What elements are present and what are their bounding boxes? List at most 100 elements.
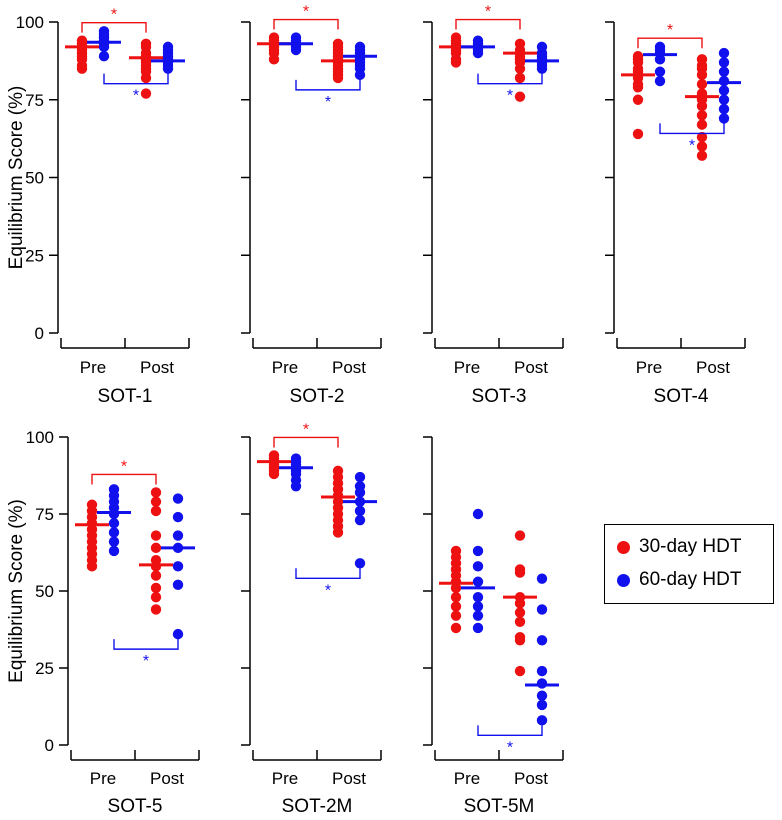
data-point-30day-pre: [268, 468, 280, 480]
y-tick-label: 25: [25, 246, 44, 265]
sig-bracket-60day: [113, 639, 179, 650]
legend-item-60-day: 60-day HDT: [617, 565, 741, 595]
data-point-60day-post: [536, 604, 548, 615]
data-point-30day-post: [696, 69, 708, 81]
data-point-30day-post: [150, 542, 162, 554]
sig-star-60day: *: [325, 94, 331, 111]
data-point-60day-post: [536, 678, 548, 689]
y-tick-label: 50: [25, 169, 44, 188]
data-point-30day-post: [696, 150, 708, 161]
x-tick-label-pre: Pre: [272, 358, 298, 377]
data-point-30day-post: [696, 100, 708, 112]
data-point-60day-pre: [472, 610, 484, 621]
sig-bracket-60day: [295, 568, 361, 579]
panel-title-sot-5m: SOT-5M: [464, 796, 535, 817]
panel-title-sot-2m: SOT-2M: [282, 796, 353, 817]
data-point-60day-post: [718, 85, 730, 96]
data-point-30day-pre: [450, 591, 462, 603]
data-point-60day-pre: [472, 47, 484, 59]
data-point-60day-post: [718, 75, 730, 87]
data-point-60day-post: [536, 573, 548, 584]
data-point-60day-post: [536, 690, 548, 701]
panel-title-sot-2: SOT-2: [290, 386, 345, 407]
panel-title-sot-4: SOT-4: [654, 386, 709, 407]
sig-bracket-30day: [273, 436, 339, 448]
data-point-60day-post: [718, 66, 730, 77]
data-point-60day-post: [172, 493, 184, 504]
data-point-30day-pre: [632, 82, 644, 93]
data-point-30day-pre: [86, 561, 98, 572]
data-point-60day-pre: [472, 622, 484, 634]
data-point-30day-pre: [450, 610, 462, 621]
sig-star-60day: *: [507, 739, 513, 756]
data-point-60day-pre: [108, 508, 120, 520]
sig-star-60day: *: [689, 137, 695, 154]
data-point-30day-post: [696, 131, 708, 143]
legend: 30-day HDT 60-day HDT: [604, 524, 774, 604]
panel-title-sot-3: SOT-3: [472, 386, 527, 407]
x-tick-label-pre: Pre: [80, 358, 106, 377]
y-tick-label: 0: [45, 736, 54, 755]
legend-marker-30-day-icon: [617, 540, 630, 554]
data-point-60day-pre: [290, 44, 302, 56]
sig-star-30day: *: [303, 421, 309, 438]
legend-marker-60-day-icon: [617, 573, 630, 587]
sig-bracket-30day: [91, 473, 157, 485]
data-point-30day-pre: [632, 128, 644, 140]
data-point-60day-post: [536, 715, 548, 726]
sig-bracket-60day: [477, 725, 543, 737]
data-point-60day-pre: [654, 66, 666, 77]
y-tick-label: 50: [35, 582, 54, 601]
y-tick-label: 25: [35, 659, 54, 678]
panel-title-sot-1: SOT-1: [98, 386, 153, 407]
legend-item-30-day: 30-day HDT: [617, 532, 741, 562]
sig-star-60day: *: [507, 88, 513, 105]
data-point-30day-post: [150, 604, 162, 615]
data-point-30day-post: [150, 582, 162, 594]
data-point-30day-pre: [632, 94, 644, 105]
data-point-30day-post: [514, 665, 526, 677]
data-point-30day-pre: [450, 57, 462, 68]
data-point-60day-post: [172, 511, 184, 523]
data-point-60day-pre: [472, 576, 484, 587]
x-tick-label-pre: Pre: [454, 358, 480, 377]
data-point-30day-post: [514, 72, 526, 84]
data-point-30day-pre: [268, 54, 280, 65]
data-point-60day-post: [718, 103, 730, 115]
data-point-60day-post: [536, 63, 548, 74]
data-point-30day-post: [150, 530, 162, 541]
x-tick-label-post: Post: [332, 769, 366, 788]
x-tick-label-post: Post: [150, 769, 184, 788]
data-point-30day-post: [332, 72, 344, 84]
data-point-60day-post: [172, 561, 184, 572]
data-point-30day-post: [696, 110, 708, 121]
y-axis-label: Equilibrium Score (%): [6, 499, 27, 683]
data-point-60day-post: [172, 579, 184, 591]
data-point-30day-post: [696, 79, 708, 90]
data-point-60day-post: [162, 63, 174, 74]
data-point-60day-post: [536, 665, 548, 677]
data-point-30day-post: [150, 591, 162, 603]
sig-star-30day: *: [111, 7, 117, 24]
panel-title-sot-5: SOT-5: [108, 796, 163, 817]
data-point-60day-post: [354, 558, 366, 569]
data-point-60day-pre: [654, 54, 666, 65]
data-point-30day-post: [150, 561, 162, 572]
x-tick-label-pre: Pre: [272, 769, 298, 788]
sig-star-30day: *: [121, 458, 127, 475]
sig-bracket-60day: [659, 123, 725, 135]
data-point-60day-post: [354, 471, 366, 483]
y-tick-label: 75: [35, 505, 54, 524]
data-point-30day-post: [332, 527, 344, 538]
data-point-30day-pre: [76, 63, 88, 74]
x-tick-label-pre: Pre: [636, 358, 662, 377]
sig-bracket-30day: [455, 18, 521, 30]
sig-star-60day: *: [133, 88, 139, 105]
sig-bracket-60day: [477, 73, 543, 85]
data-point-30day-post: [140, 88, 152, 99]
data-point-60day-post: [718, 47, 730, 59]
legend-label-60-day: 60-day HDT: [639, 569, 742, 590]
data-point-60day-pre: [108, 536, 120, 547]
data-point-30day-post: [150, 496, 162, 507]
